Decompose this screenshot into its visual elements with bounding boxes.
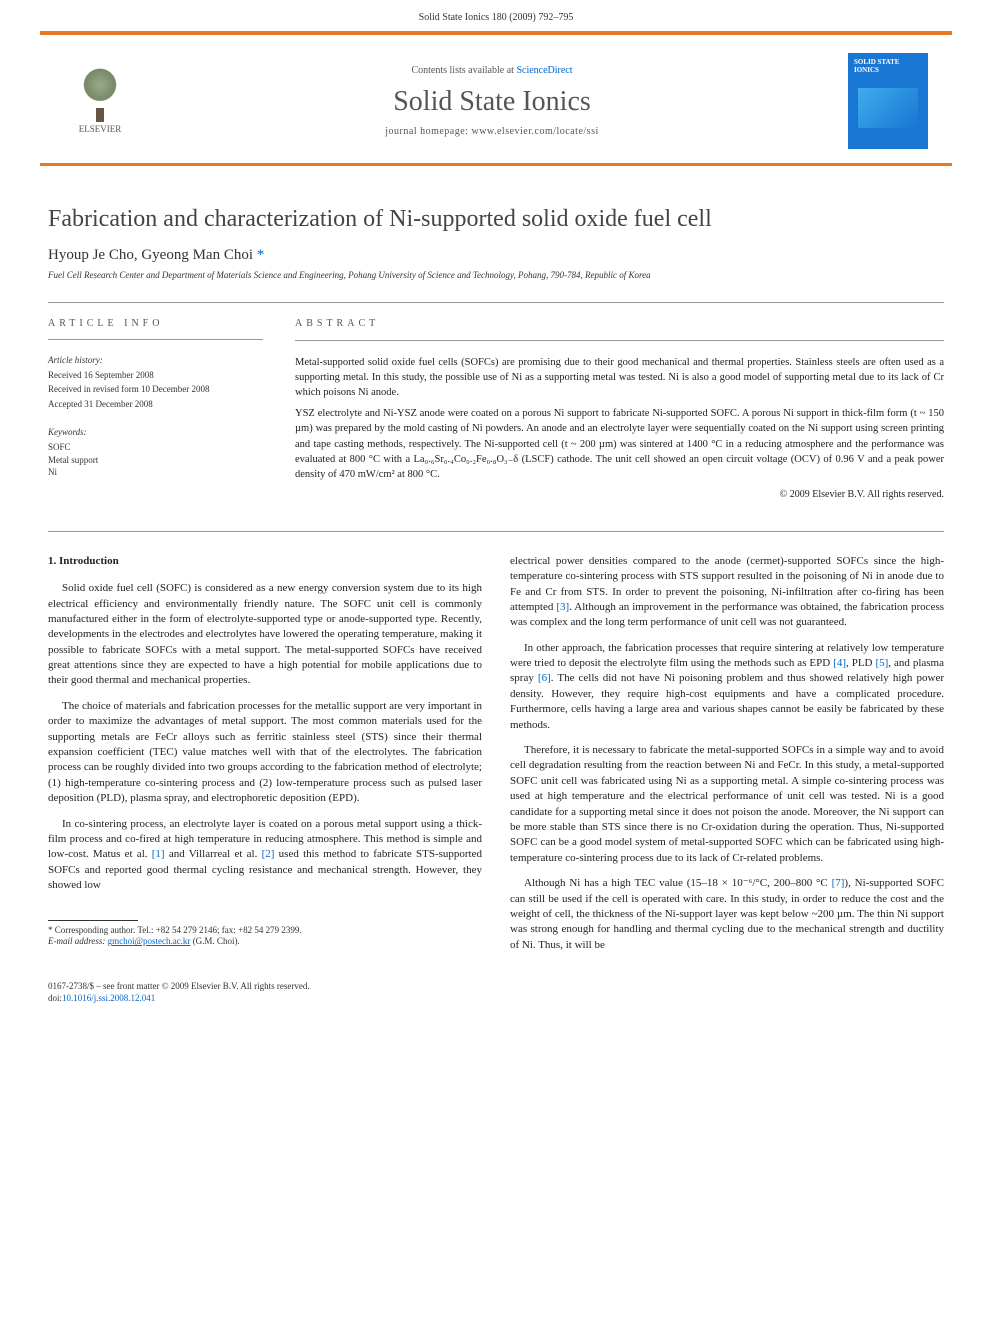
keywords-label: Keywords: [48, 426, 263, 439]
issn-line: 0167-2738/$ – see front matter © 2009 El… [48, 981, 944, 993]
article-body: Fabrication and characterization of Ni-s… [0, 166, 992, 963]
cover-title: SOLID STATE IONICS [854, 59, 922, 74]
ref-link[interactable]: [1] [152, 848, 165, 860]
abstract-heading: ABSTRACT [295, 317, 944, 332]
article-info-col: ARTICLE INFO Article history: Received 1… [48, 317, 263, 503]
corresponding-mark: * [257, 247, 265, 263]
ref-link[interactable]: [4] [833, 657, 846, 669]
homepage-line: journal homepage: www.elsevier.com/locat… [136, 126, 848, 137]
running-text: Solid State Ionics 180 (2009) 792–795 [419, 12, 574, 23]
article-info-heading: ARTICLE INFO [48, 317, 263, 331]
abstract-para: Metal-supported solid oxide fuel cells (… [295, 355, 944, 401]
history-received: Received 16 September 2008 [48, 369, 263, 382]
body-para: electrical power densities compared to t… [510, 554, 944, 631]
ref-link[interactable]: [6] [538, 672, 551, 684]
ref-link[interactable]: [5] [875, 657, 888, 669]
divider [295, 340, 944, 341]
keyword: SOFC [48, 441, 263, 454]
footnote-divider [48, 920, 138, 921]
abstract-col: ABSTRACT Metal-supported solid oxide fue… [295, 317, 944, 503]
affiliation: Fuel Cell Research Center and Department… [48, 270, 944, 280]
authors-line: Hyoup Je Cho, Gyeong Man Choi * [48, 247, 944, 264]
journal-title: Solid State Ionics [136, 86, 848, 118]
body-para: Although Ni has a high TEC value (15–18 … [510, 876, 944, 953]
right-column: electrical power densities compared to t… [510, 554, 944, 963]
homepage-url[interactable]: www.elsevier.com/locate/ssi [471, 126, 598, 137]
publisher-logo: ELSEVIER [64, 61, 136, 141]
section-divider [48, 531, 944, 532]
publisher-name: ELSEVIER [79, 124, 122, 134]
keyword: Metal support [48, 454, 263, 467]
journal-banner: ELSEVIER Contents lists available at Sci… [40, 31, 952, 166]
banner-center: Contents lists available at ScienceDirec… [136, 65, 848, 137]
ref-link[interactable]: [2] [262, 848, 275, 860]
elsevier-tree-icon [76, 68, 124, 116]
email-link[interactable]: gmchoi@postech.ac.kr [108, 936, 191, 946]
body-para: Therefore, it is necessary to fabricate … [510, 743, 944, 866]
page-footer: 0167-2738/$ – see front matter © 2009 El… [0, 963, 992, 1024]
body-para: In other approach, the fabrication proce… [510, 641, 944, 733]
history-label: Article history: [48, 354, 263, 367]
ref-link[interactable]: [3] [556, 601, 569, 613]
history-revised: Received in revised form 10 December 200… [48, 383, 263, 396]
abstract-para: YSZ electrolyte and Ni-YSZ anode were co… [295, 406, 944, 482]
body-para: In co-sintering process, an electrolyte … [48, 817, 482, 894]
corresponding-footnote: * Corresponding author. Tel.: +82 54 279… [48, 925, 482, 948]
article-title: Fabrication and characterization of Ni-s… [48, 206, 944, 233]
intro-heading: 1. Introduction [48, 554, 482, 569]
keyword: Ni [48, 466, 263, 479]
running-header: Solid State Ionics 180 (2009) 792–795 [0, 0, 992, 31]
body-para: Solid oxide fuel cell (SOFC) is consider… [48, 581, 482, 689]
journal-cover-thumbnail: SOLID STATE IONICS [848, 53, 928, 149]
cover-graphic [858, 88, 918, 128]
left-column: 1. Introduction Solid oxide fuel cell (S… [48, 554, 482, 963]
divider [48, 302, 944, 303]
body-two-col: 1. Introduction Solid oxide fuel cell (S… [48, 554, 944, 963]
body-para: The choice of materials and fabrication … [48, 699, 482, 807]
divider [48, 339, 263, 340]
ref-link[interactable]: [7] [832, 877, 845, 889]
contents-line: Contents lists available at ScienceDirec… [136, 65, 848, 76]
abstract-copyright: © 2009 Elsevier B.V. All rights reserved… [295, 488, 944, 503]
sciencedirect-link[interactable]: ScienceDirect [516, 65, 572, 76]
doi-link[interactable]: 10.1016/j.ssi.2008.12.041 [62, 993, 155, 1003]
info-abstract-row: ARTICLE INFO Article history: Received 1… [48, 317, 944, 503]
history-accepted: Accepted 31 December 2008 [48, 398, 263, 411]
